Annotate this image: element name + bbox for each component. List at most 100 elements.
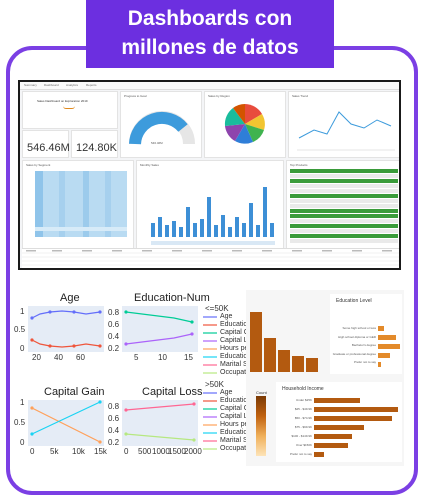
legend-gt50k-title: >50K — [205, 380, 224, 389]
income-label: $25 - $49.9K — [294, 407, 312, 411]
income-labels: Under $25K $25 - $49.9K $50 - $74.9K $75… — [276, 396, 312, 459]
loss-xtick: 1500 — [168, 447, 186, 456]
gain-xtick: 10k — [72, 447, 85, 456]
legend-item[interactable]: Education — [220, 397, 252, 404]
edu-plot-title: Education-Num — [134, 292, 210, 304]
loss-plot-title: Capital Loss — [142, 386, 203, 398]
kpi-1-value: 546.46M — [27, 142, 70, 154]
table-row — [290, 174, 398, 178]
kpi-2-value: 124.80K — [76, 142, 117, 154]
income-bars — [314, 398, 398, 457]
line-title: Sales Trend — [292, 94, 309, 98]
heatmap-title: Sales by Segment — [26, 163, 51, 167]
education-bars — [378, 326, 400, 367]
tab-summary[interactable]: Summary — [24, 83, 37, 87]
survey-panel: Education Level Some high school or less… — [246, 290, 404, 466]
colorbar-label: Count — [256, 390, 267, 395]
edu-xtick: 15 — [184, 353, 193, 362]
table-row — [290, 214, 398, 218]
legend-le50k-swatches — [203, 316, 217, 374]
legend-item[interactable]: Marital St — [220, 361, 250, 368]
edu-ytick: 0.6 — [108, 320, 120, 329]
legend-item[interactable]: Capital G — [220, 405, 250, 412]
income-card: Household Income Under $25K $25 - $49.9K… — [276, 382, 402, 462]
table-row — [290, 229, 398, 233]
age-xtick: 20 — [32, 353, 41, 362]
age-plot — [28, 306, 104, 352]
table-row — [290, 224, 398, 228]
gain-ytick: 0.5 — [14, 418, 26, 427]
legend-le50k-title: <=50K — [205, 304, 229, 313]
legend-item[interactable]: Hours per — [220, 345, 251, 352]
education-label: High school diploma or GED — [338, 334, 376, 339]
age-ytick: 0.5 — [14, 325, 26, 334]
gain-plot — [28, 400, 104, 446]
gauge-card: Progress to Goal 546.46M — [120, 91, 202, 158]
tab-reports[interactable]: Reports — [86, 83, 97, 87]
gauge-value: 546.46M — [151, 141, 163, 145]
tab-analytics[interactable]: Analytics — [66, 83, 79, 87]
legend-item[interactable]: Capital Lo — [220, 413, 252, 420]
table-row — [290, 194, 398, 198]
table-row — [290, 169, 398, 173]
education-label: Graduate or professional degree — [332, 351, 376, 356]
income-label: Prefer not to say — [289, 452, 312, 456]
education-card: Education Level Some high school or less… — [330, 294, 402, 374]
table-row — [290, 209, 398, 213]
colorbar — [256, 396, 266, 456]
education-title: Education Level — [336, 298, 372, 304]
data-grid-lines — [22, 250, 399, 266]
legend-item[interactable]: Capital Lo — [220, 337, 252, 344]
age-ytick: 0 — [20, 344, 25, 353]
table-title: Top Products — [290, 163, 308, 167]
kpi-card-2: 124.80K — [71, 130, 118, 158]
legend-item[interactable]: Occupatic — [220, 369, 252, 376]
income-label: $75 - $99.9K — [294, 425, 312, 429]
tab-dashboard[interactable]: Dashboard — [44, 83, 59, 87]
age-xtick: 60 — [76, 353, 85, 362]
gain-ytick: 1 — [20, 398, 25, 407]
loss-xtick: 500 — [138, 447, 152, 456]
legend-item[interactable]: Hours per — [220, 421, 251, 428]
gain-xtick: 0 — [30, 447, 35, 456]
kpi-card-1: 546.46M — [22, 130, 70, 158]
gain-ytick: 0 — [20, 438, 25, 447]
education-labels: Some high school or less High school dip… — [330, 324, 376, 367]
table-row — [290, 204, 398, 208]
title-banner: Dashboards con millones de datos — [86, 0, 334, 68]
pie-card: Sales by Region — [204, 91, 286, 158]
legend-item[interactable]: Education — [220, 321, 252, 328]
income-title: Household Income — [282, 386, 324, 392]
loss-xtick: 2000 — [184, 447, 202, 456]
table-row — [290, 179, 398, 183]
edu-ytick: 0.8 — [108, 308, 120, 317]
age-plot-title: Age — [60, 292, 80, 304]
legend-item[interactable]: Capital G — [220, 329, 250, 336]
income-label: $100 - $149.9K — [291, 434, 312, 438]
gain-xtick: 5k — [50, 447, 59, 456]
legend-item[interactable]: Occupatic — [220, 445, 252, 452]
edu-plot — [122, 306, 198, 352]
heatmap-card: Sales by Segment — [22, 160, 134, 252]
edu-ytick: 0.4 — [108, 332, 120, 341]
edu-ytick: 0.2 — [108, 344, 120, 353]
loss-ytick: 0.6 — [108, 414, 120, 423]
legend-item[interactable]: Marital St — [220, 437, 250, 444]
legend-item[interactable]: Education — [220, 429, 252, 436]
gain-xtick: 15k — [94, 447, 107, 456]
loss-ytick: 0.2 — [108, 438, 120, 447]
legend-item[interactable]: Age — [220, 313, 233, 320]
vertical-bar-chart — [250, 312, 318, 372]
edu-xtick: 5 — [134, 353, 139, 362]
logo-card: Sales Dashboard on Exploration 2019 — [22, 91, 118, 129]
table-card: Top Products — [286, 160, 399, 252]
logo-swoosh-icon — [63, 106, 75, 109]
dashboard-screenshot: Summary Dashboard Analytics Reports Sale… — [18, 80, 401, 270]
legend-item[interactable]: Age — [220, 389, 233, 396]
gauge-title: Progress to Goal — [124, 94, 147, 98]
income-label: Under $25K — [295, 398, 312, 402]
education-label: Some high school or less — [342, 326, 376, 330]
legend-item[interactable]: Education — [220, 353, 252, 360]
income-label: Over $150K — [295, 443, 312, 447]
table-row — [290, 184, 398, 188]
